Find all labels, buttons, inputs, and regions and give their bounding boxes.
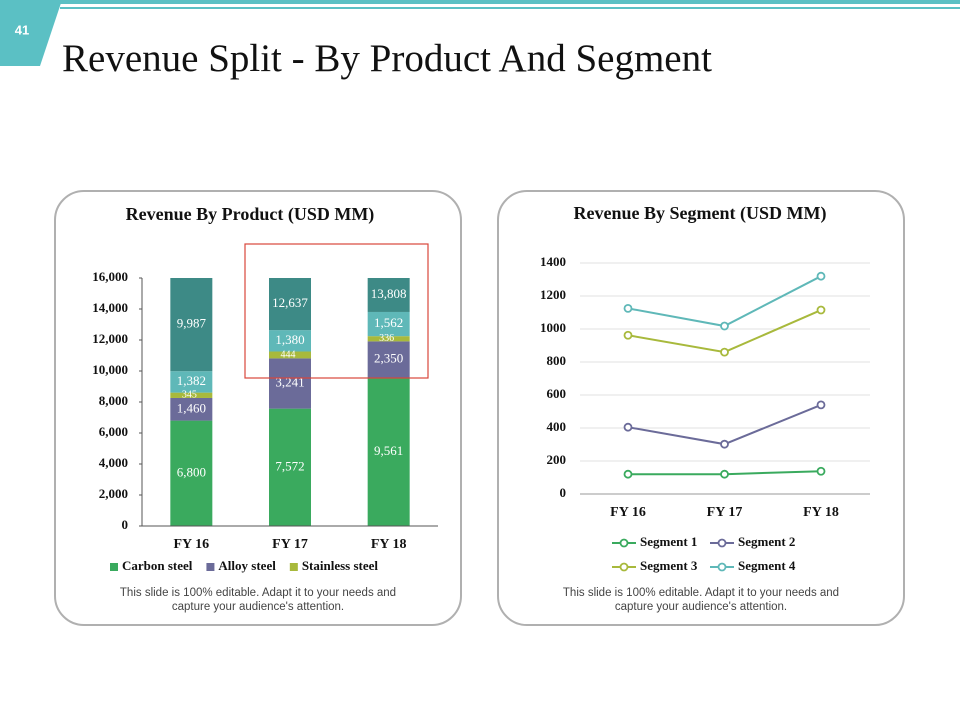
top-band bbox=[0, 0, 960, 4]
panel: This slide is 100% editable. Adapt it to… bbox=[497, 190, 905, 626]
note: This slide is 100% editable. Adapt it to… bbox=[119, 587, 397, 613]
slide-title: Revenue Split - By Product And Segment bbox=[62, 37, 712, 80]
header-decor: 41 bbox=[0, 0, 960, 66]
panel: This slide is 100% editable. Adapt it to… bbox=[54, 190, 462, 626]
slide-number: 41 bbox=[15, 22, 29, 37]
note: This slide is 100% editable. Adapt it to… bbox=[562, 587, 840, 613]
slide-number-tab bbox=[0, 0, 62, 66]
